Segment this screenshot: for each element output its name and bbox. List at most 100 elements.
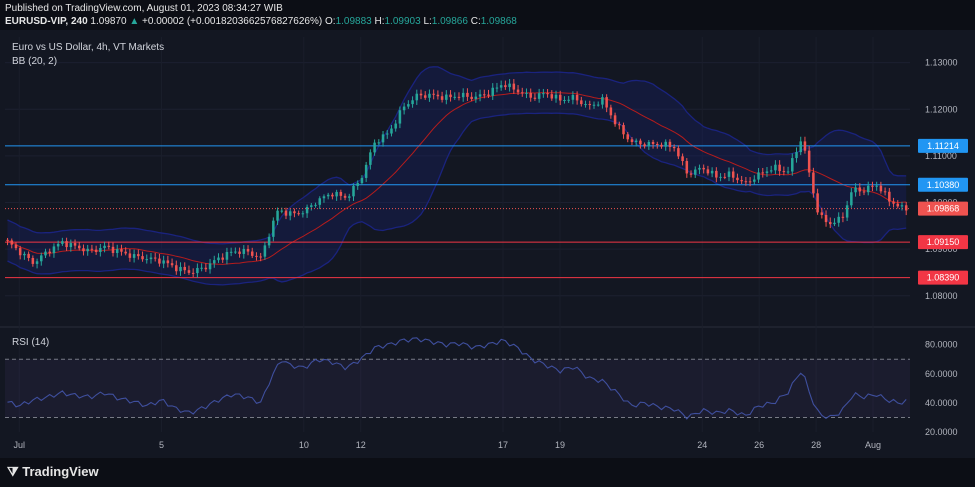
high-value: 1.09903: [384, 16, 421, 27]
candle-body: [525, 92, 528, 94]
candle-body: [828, 222, 832, 225]
candle-body: [588, 104, 592, 106]
candle-body: [162, 260, 165, 264]
candle-body: [820, 212, 824, 215]
candle-body: [845, 205, 849, 218]
candle-body: [630, 139, 634, 142]
candle-body: [356, 183, 359, 186]
bollinger-upper-line: [7, 66, 907, 245]
candle-body: [799, 141, 802, 153]
candle-body: [204, 267, 208, 270]
bollinger-lower-line: [7, 112, 907, 286]
candle-body: [381, 134, 385, 143]
candle-body: [385, 133, 389, 135]
candle-body: [601, 97, 604, 105]
candle-body: [69, 243, 73, 248]
candle-body: [196, 267, 199, 274]
candle-body: [90, 248, 94, 250]
candle-body: [111, 246, 115, 254]
candle-body: [643, 144, 646, 147]
candle-body: [440, 96, 444, 100]
chart-title[interactable]: Euro vs US Dollar, 4h, VT Markets: [12, 42, 165, 53]
candle-body: [698, 167, 701, 170]
candle-body: [634, 140, 638, 142]
candle-body: [715, 170, 718, 178]
candle-body: [474, 96, 478, 100]
open-value: 1.09883: [335, 16, 372, 27]
candle-body: [419, 93, 423, 96]
candle-body: [816, 193, 819, 213]
candle-body: [360, 177, 364, 184]
close-value: 1.09868: [480, 16, 517, 27]
rsi-legend[interactable]: RSI (14): [12, 337, 50, 348]
candle-body: [457, 96, 461, 98]
candle-body: [837, 216, 840, 223]
time-tick-label: Jul: [13, 440, 25, 450]
candle-body: [466, 92, 469, 97]
candle-body: [246, 248, 250, 252]
candle-body: [483, 94, 486, 96]
candle-body: [449, 94, 452, 98]
candle-body: [153, 257, 157, 259]
candle-body: [259, 256, 262, 258]
price-tick-label: 1.11000: [925, 151, 957, 161]
candle-body: [529, 92, 532, 98]
candle-body: [862, 191, 866, 193]
candle-body: [453, 96, 457, 98]
candle-body: [120, 249, 123, 252]
published-line: Published on TradingView.com, August 01,…: [5, 3, 283, 14]
tradingview-logo[interactable]: ⧩ TradingView: [7, 464, 99, 480]
candle-body: [833, 222, 836, 225]
candle-body: [499, 85, 503, 88]
logo-icon: ⧩: [7, 464, 19, 479]
candle-body: [651, 141, 655, 144]
candle-body: [892, 201, 895, 204]
candle-body: [812, 172, 815, 194]
candle-body: [786, 171, 790, 173]
candle-body: [664, 141, 667, 147]
candle-body: [141, 256, 144, 260]
candle-body: [40, 255, 43, 262]
candle-body: [242, 248, 246, 254]
candle-body: [866, 185, 870, 193]
candle-body: [765, 171, 769, 173]
bb-legend[interactable]: BB (20, 2): [12, 56, 58, 67]
footer-bar: [0, 458, 975, 487]
candle-body: [563, 100, 566, 102]
candle-body: [719, 176, 722, 178]
candle-body: [305, 206, 309, 214]
candle-body: [411, 100, 414, 105]
candle-body: [677, 148, 680, 157]
candle-body: [352, 185, 355, 197]
candle-body: [596, 104, 600, 106]
candle-body: [343, 195, 347, 198]
candle-body: [364, 164, 368, 178]
open-label: O:: [325, 16, 336, 27]
candle-body: [537, 93, 541, 99]
time-tick-label: 24: [697, 440, 707, 450]
rsi-band-fill: [5, 359, 910, 418]
candle-body: [896, 203, 900, 207]
last-price-tag-bg: [918, 201, 968, 216]
time-tick-label: 10: [299, 440, 309, 450]
header-bar: [0, 0, 975, 30]
candle-body: [52, 246, 56, 254]
candle-body: [213, 260, 216, 264]
candle-body: [115, 249, 119, 254]
symbol-label: EURUSD-VIP, 240: [5, 16, 88, 27]
low-label: L:: [423, 16, 432, 27]
candle-body: [710, 170, 714, 174]
candle-body: [187, 270, 191, 273]
candle-body: [348, 196, 351, 198]
candle-body: [390, 128, 393, 134]
close-label: C:: [470, 16, 481, 27]
candle-body: [660, 144, 663, 147]
candle-body: [272, 220, 275, 237]
candle-body: [263, 245, 267, 257]
candle-body: [318, 198, 322, 205]
candle-body: [550, 94, 554, 99]
candle-body: [647, 141, 651, 147]
candle-body: [900, 205, 904, 207]
candle-body: [580, 100, 583, 105]
